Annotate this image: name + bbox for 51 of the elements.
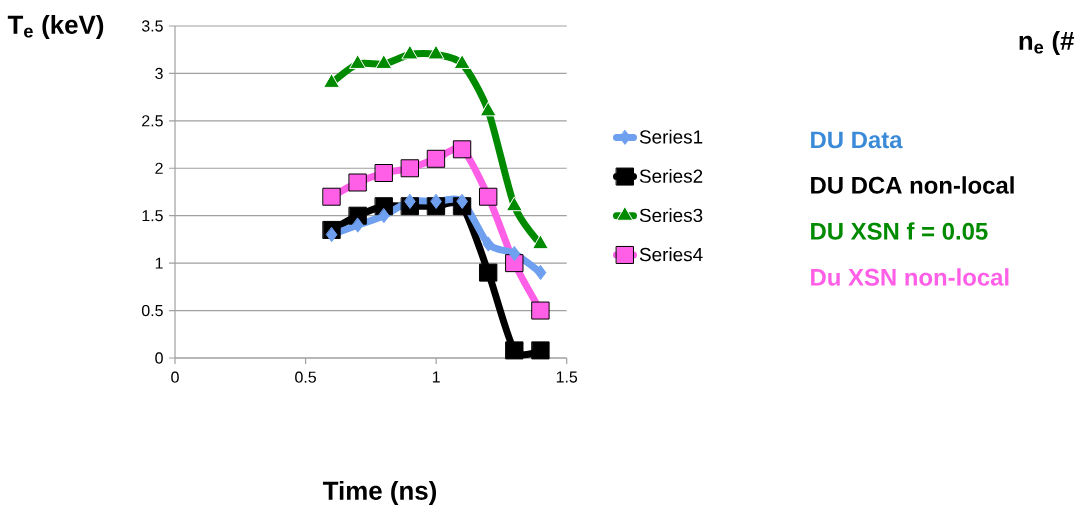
point xyxy=(378,208,390,224)
legend-label: Series2 xyxy=(639,168,703,183)
point xyxy=(427,149,446,168)
point xyxy=(480,101,497,117)
point xyxy=(506,196,523,212)
point xyxy=(534,265,547,281)
legend-label: Series1 xyxy=(639,129,703,144)
x-tick-label: 0 xyxy=(171,371,179,383)
x-tick-label: 1 xyxy=(432,371,440,383)
text: DU XSN f = 0.05 xyxy=(811,222,988,240)
point xyxy=(531,301,550,320)
point xyxy=(348,173,367,192)
point xyxy=(479,263,498,282)
legend-label: Series3 xyxy=(639,208,703,223)
point xyxy=(401,44,419,60)
point xyxy=(401,159,420,178)
point xyxy=(325,227,338,243)
point xyxy=(404,193,416,209)
point xyxy=(323,73,340,88)
x-tick-label: 1.5 xyxy=(556,371,578,383)
y-tick-label: 2 xyxy=(155,162,163,174)
y-axis-title: T$_{e}$ (keV) xyxy=(7,14,104,40)
point xyxy=(352,217,364,233)
point xyxy=(508,246,521,262)
text: n$_{e}$ (# xyxy=(1019,30,1075,56)
point xyxy=(505,341,524,360)
legend-label: Series4 xyxy=(639,247,703,262)
point xyxy=(374,164,393,183)
point xyxy=(427,44,445,60)
x-tick-label: 0.5 xyxy=(295,371,316,383)
point xyxy=(375,54,393,69)
y-tick-label: 0.5 xyxy=(141,304,163,317)
y-tick-label: 0 xyxy=(155,352,163,364)
y-tick-label: 3.5 xyxy=(141,20,163,32)
y-tick-label: 2.5 xyxy=(142,115,163,127)
point xyxy=(453,140,472,159)
point xyxy=(322,187,341,206)
y-tick-label: 1 xyxy=(155,257,163,269)
point xyxy=(349,54,367,69)
point xyxy=(531,341,550,360)
point xyxy=(453,54,471,69)
text: DU Data xyxy=(811,131,903,149)
point xyxy=(482,236,495,252)
y-tick-label: 3 xyxy=(155,67,163,80)
point xyxy=(456,193,469,209)
point xyxy=(479,187,498,206)
text: DU DCA non-local xyxy=(811,176,1014,194)
text: Du XSN non-local xyxy=(811,268,1009,286)
x-axis-title: Time (ns) xyxy=(322,480,437,506)
point xyxy=(430,193,442,209)
y-tick-label: 1.5 xyxy=(142,210,163,222)
